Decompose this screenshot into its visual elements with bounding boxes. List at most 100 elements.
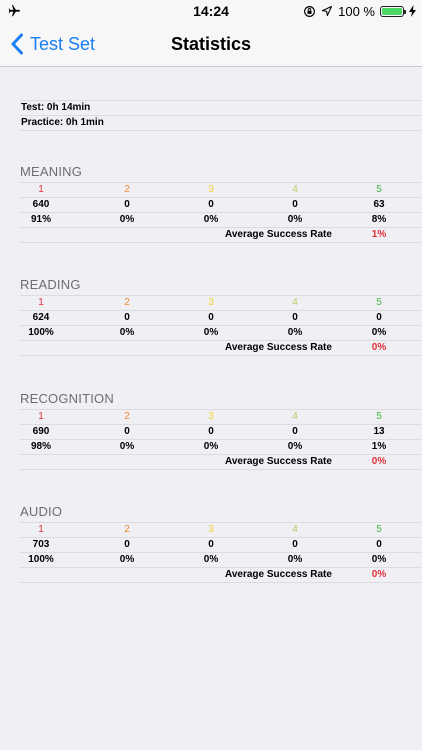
percent-cell: 0% [287, 214, 303, 225]
section-title: AUDIO [20, 504, 63, 519]
count-row: 640 0 0 0 63 [20, 197, 422, 212]
stats-grid: 1 2 3 4 5 624 0 0 0 0 100% 0% 0% 0% 0% A… [20, 295, 422, 356]
average-success-label: Average Success Rate [225, 456, 332, 467]
level-5-header: 5 [376, 297, 382, 308]
count-cell: 703 [32, 539, 50, 550]
average-row: Average Success Rate 0% [20, 340, 422, 356]
percent-cell: 0% [287, 554, 303, 565]
count-cell: 0 [208, 199, 214, 210]
orientation-lock-icon [304, 5, 316, 17]
level-3-header: 3 [208, 411, 214, 422]
level-4-header: 4 [292, 524, 298, 535]
average-success-label: Average Success Rate [225, 569, 332, 580]
level-header-row: 1 2 3 4 5 [20, 182, 422, 197]
count-cell: 63 [373, 199, 385, 210]
count-cell: 624 [32, 312, 50, 323]
count-cell: 13 [373, 426, 385, 437]
level-4-header: 4 [292, 411, 298, 422]
section-title: MEANING [20, 164, 83, 179]
level-1-header: 1 [38, 411, 44, 422]
count-cell: 640 [32, 199, 50, 210]
percent-row: 91% 0% 0% 0% 8% [20, 212, 422, 227]
percent-cell: 0% [287, 327, 303, 338]
percent-cell: 0% [203, 441, 219, 452]
count-cell: 690 [32, 426, 50, 437]
average-row: Average Success Rate 1% [20, 227, 422, 243]
section-title: READING [20, 277, 81, 292]
average-success-value: 0% [371, 569, 387, 580]
level-1-header: 1 [38, 184, 44, 195]
count-row: 703 0 0 0 0 [20, 537, 422, 552]
level-2-header: 2 [124, 411, 130, 422]
average-success-value: 0% [371, 456, 387, 467]
level-3-header: 3 [208, 297, 214, 308]
average-success-value: 0% [371, 342, 387, 353]
count-cell: 0 [124, 199, 130, 210]
level-5-header: 5 [376, 411, 382, 422]
percent-cell: 0% [371, 327, 387, 338]
average-row: Average Success Rate 0% [20, 567, 422, 583]
count-cell: 0 [376, 539, 382, 550]
level-2-header: 2 [124, 524, 130, 535]
percent-cell: 0% [371, 554, 387, 565]
percent-cell: 100% [28, 554, 54, 565]
stats-grid: 1 2 3 4 5 703 0 0 0 0 100% 0% 0% 0% 0% A… [20, 522, 422, 583]
count-cell: 0 [292, 199, 298, 210]
battery-icon [380, 5, 406, 17]
percent-cell: 0% [119, 441, 135, 452]
level-5-header: 5 [376, 524, 382, 535]
percent-row: 98% 0% 0% 0% 1% [20, 439, 422, 454]
count-cell: 0 [376, 312, 382, 323]
section-meaning: MEANING 1 2 3 4 5 640 0 0 0 63 91% 0% 0%… [0, 162, 422, 243]
level-header-row: 1 2 3 4 5 [20, 409, 422, 424]
percent-cell: 100% [28, 327, 54, 338]
average-row: Average Success Rate 0% [20, 454, 422, 470]
level-header-row: 1 2 3 4 5 [20, 295, 422, 310]
location-arrow-icon [322, 5, 333, 17]
percent-cell: 0% [119, 327, 135, 338]
stats-grid: 1 2 3 4 5 690 0 0 0 13 98% 0% 0% 0% 1% A… [20, 409, 422, 470]
status-bar: 14:24 100 % [0, 0, 422, 22]
percent-cell: 0% [119, 554, 135, 565]
count-cell: 0 [292, 312, 298, 323]
percent-cell: 0% [203, 214, 219, 225]
percent-cell: 0% [287, 441, 303, 452]
average-success-value: 1% [371, 229, 387, 240]
level-header-row: 1 2 3 4 5 [20, 522, 422, 537]
airplane-icon [8, 5, 21, 17]
section-reading: READING 1 2 3 4 5 624 0 0 0 0 100% 0% 0%… [0, 275, 422, 356]
percent-cell: 8% [371, 214, 387, 225]
count-row: 624 0 0 0 0 [20, 310, 422, 325]
level-1-header: 1 [38, 524, 44, 535]
percent-row: 100% 0% 0% 0% 0% [20, 552, 422, 567]
test-time: Test: 0h 14min [20, 100, 422, 115]
level-5-header: 5 [376, 184, 382, 195]
level-3-header: 3 [208, 524, 214, 535]
level-2-header: 2 [124, 297, 130, 308]
section-title: RECOGNITION [20, 391, 114, 406]
level-2-header: 2 [124, 184, 130, 195]
count-cell: 0 [124, 426, 130, 437]
back-button-label: Test Set [30, 33, 96, 54]
count-cell: 0 [124, 539, 130, 550]
practice-time: Practice: 0h 1min [20, 115, 422, 131]
back-button[interactable]: Test Set [10, 31, 95, 57]
stats-grid: 1 2 3 4 5 640 0 0 0 63 91% 0% 0% 0% 8% A… [20, 182, 422, 243]
count-cell: 0 [292, 426, 298, 437]
navigation-bar: Test Set Statistics [0, 22, 422, 67]
average-success-label: Average Success Rate [225, 229, 332, 240]
count-cell: 0 [208, 426, 214, 437]
percent-cell: 98% [30, 441, 51, 452]
percent-row: 100% 0% 0% 0% 0% [20, 325, 422, 340]
status-time: 14:24 [193, 3, 229, 19]
level-1-header: 1 [38, 297, 44, 308]
page-title: Statistics [170, 34, 252, 54]
percent-cell: 91% [30, 214, 51, 225]
count-cell: 0 [124, 312, 130, 323]
charging-icon [409, 5, 416, 17]
section-audio: AUDIO 1 2 3 4 5 703 0 0 0 0 100% 0% 0% 0… [0, 502, 422, 583]
count-cell: 0 [292, 539, 298, 550]
percent-cell: 0% [203, 554, 219, 565]
percent-cell: 0% [119, 214, 135, 225]
count-cell: 0 [208, 312, 214, 323]
